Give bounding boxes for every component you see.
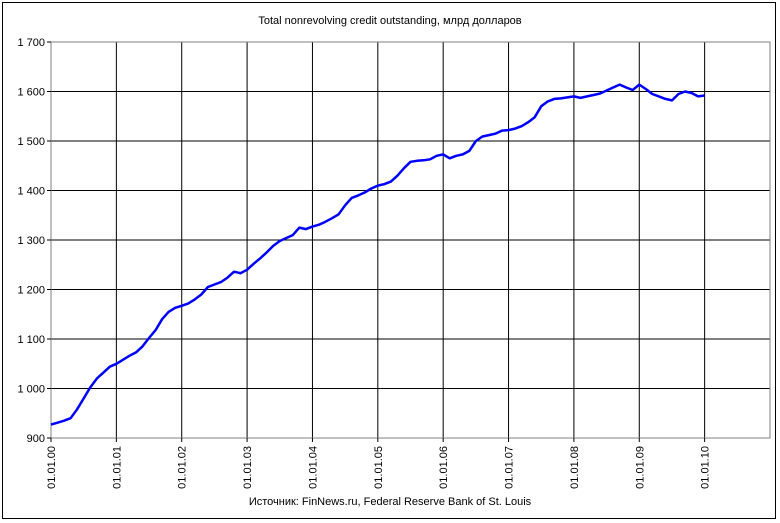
x-tick-label: 01.01.02 [177, 446, 189, 489]
x-tick-label: 01.01.08 [569, 446, 581, 489]
x-tick-label: 01.01.00 [46, 446, 58, 489]
x-tick-label: 01.01.06 [438, 446, 450, 489]
x-tick-label: 01.01.05 [373, 446, 385, 489]
series-group [50, 83, 705, 426]
x-axis: 01.01.00 01.01.01 01.01.02 01.01.03 01.01.04… [46, 438, 712, 489]
y-tick-label: 1 400 [17, 186, 45, 198]
x-tick-label: 01.01.09 [634, 446, 646, 489]
y-tick-label: 1 600 [17, 87, 45, 99]
x-tick-label: 01.01.07 [504, 446, 516, 489]
y-tick-label: 1 300 [17, 235, 45, 247]
chart-source: Источник: FinNews.ru, Federal Reserve Ba… [248, 496, 532, 508]
x-tick-label: 01.01.04 [307, 446, 319, 489]
x-tick-label: 01.01.03 [242, 446, 254, 489]
x-tick-label: 01.01.01 [111, 446, 123, 489]
series-line [50, 83, 705, 426]
x-tick-label: 01.01.10 [700, 446, 712, 489]
y-axis: 900 1 000 1 100 1 200 1 300 1 400 1 500 1 600 1 … [17, 37, 51, 445]
y-tick-label: 1 000 [17, 384, 45, 396]
gridlines [51, 42, 770, 438]
y-tick-label: 900 [27, 433, 45, 445]
y-tick-label: 1 700 [17, 37, 45, 49]
y-tick-label: 1 200 [17, 285, 45, 297]
chart-title: Total nonrevolving credit outstanding, м… [258, 15, 522, 27]
y-tick-label: 1 100 [17, 334, 45, 346]
y-tick-label: 1 500 [17, 136, 45, 148]
